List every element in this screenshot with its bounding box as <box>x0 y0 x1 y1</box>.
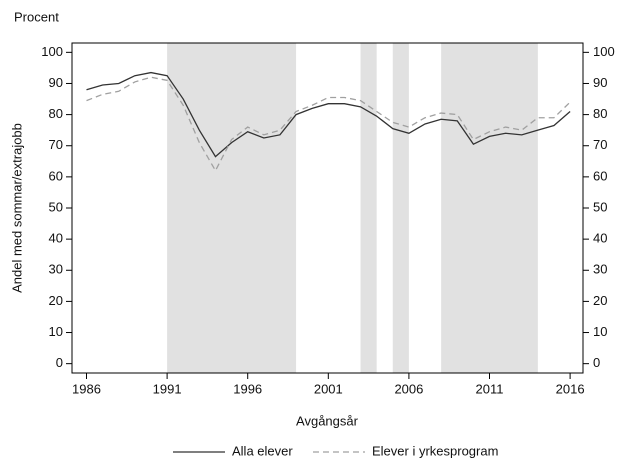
x-tick-label: 1991 <box>153 381 182 396</box>
y2-tick-label: 60 <box>593 168 607 183</box>
y-tick-label: 40 <box>49 231 63 246</box>
x-tick-label: 1996 <box>233 381 262 396</box>
y-tick-label: 60 <box>49 168 63 183</box>
y-tick-label: 0 <box>56 355 63 370</box>
y2-tick-label: 100 <box>593 44 615 59</box>
shaded-range <box>441 43 538 373</box>
legend-label: Alla elever <box>232 443 293 458</box>
x-tick-label: 2011 <box>476 381 504 396</box>
y2-tick-label: 40 <box>593 231 607 246</box>
y2-tick-label: 80 <box>593 106 607 121</box>
shaded-range <box>360 43 377 373</box>
y-tick-label: 70 <box>49 137 63 152</box>
line-series <box>86 76 571 172</box>
y2-tick-label: 30 <box>593 262 607 277</box>
y-tick-label: 90 <box>49 75 63 90</box>
shaded-range <box>392 43 409 373</box>
line-series <box>86 71 571 158</box>
x-tick-label: 2001 <box>314 381 343 396</box>
y-tick-label: 80 <box>49 106 63 121</box>
y2-tick-label: 70 <box>593 137 607 152</box>
y-axis-label: Andel med sommar/extrajobb <box>9 123 24 293</box>
legend-label: Elever i yrkesprogram <box>372 443 498 458</box>
y2-tick-label: 20 <box>593 293 607 308</box>
y-tick-label: 20 <box>49 293 63 308</box>
y-tick-label: 10 <box>49 324 63 339</box>
y2-tick-label: 90 <box>593 75 607 90</box>
x-axis-label: Avgångsår <box>296 413 359 428</box>
y-tick-label: 30 <box>49 262 63 277</box>
y2-tick-label: 10 <box>593 324 607 339</box>
plot-frame <box>71 42 584 374</box>
x-tick-label: 2006 <box>394 381 423 396</box>
x-tick-label: 1986 <box>72 381 101 396</box>
chart-title: Procent <box>14 9 59 24</box>
x-tick-label: 2016 <box>556 381 585 396</box>
shaded-range <box>167 43 297 373</box>
y-tick-label: 100 <box>41 44 63 59</box>
y-tick-label: 50 <box>49 199 63 214</box>
y2-tick-label: 50 <box>593 199 607 214</box>
y2-tick-label: 0 <box>593 355 600 370</box>
shaded-areas <box>167 43 538 373</box>
